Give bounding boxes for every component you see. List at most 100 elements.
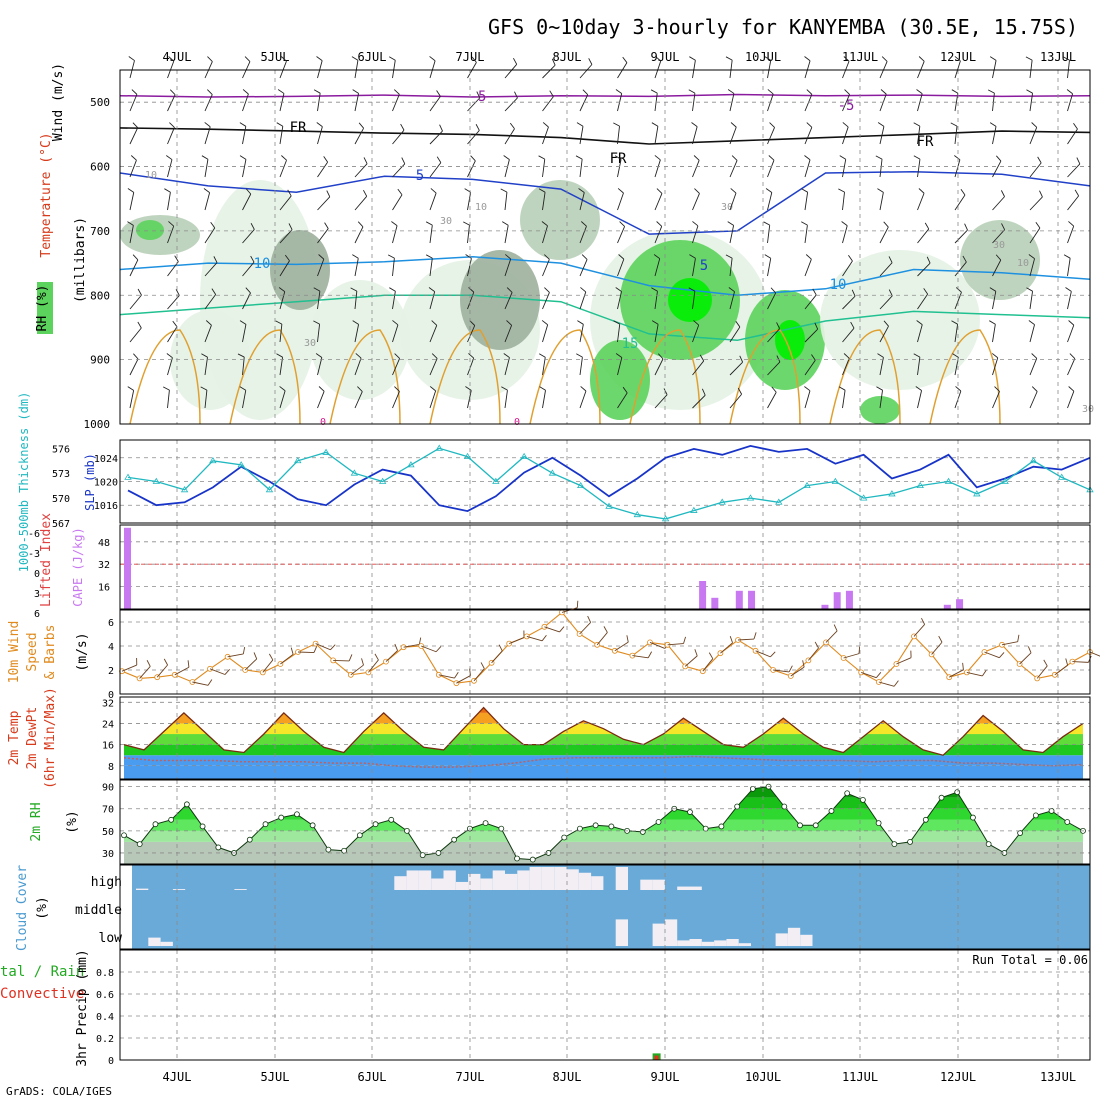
thickness-marker [859,494,868,501]
upper-wind-barb-flag [463,221,470,226]
upper-wind-barb [392,358,401,376]
upper-wind-barb [317,196,331,211]
upper-wind-barb-flag [767,89,774,95]
pressure-tick: 600 [90,161,110,174]
wind10-barb-flag [802,660,805,668]
wind10-barb [649,641,665,649]
thickness-marker [605,502,613,509]
upper-wind-barb-flag [164,188,171,193]
rh2m-point [922,816,929,823]
ylabel-convective: Convective [0,986,84,1002]
upper-wind-barb-flag [355,353,362,359]
upper-wind-barb [992,126,997,145]
upper-wind-barb [1029,391,1038,409]
rh2m-point [168,816,175,823]
cape-bar [699,581,707,609]
thickness-marker [690,506,698,513]
cloud-high-bar [652,879,665,890]
upper-wind-barb [204,390,208,409]
upper-wind-barb [692,291,696,310]
run-total-label: Run Total = 0.06 [972,953,1088,967]
upper-wind-barb-flag [358,122,364,129]
rh2m-point [451,836,458,843]
li-tick: -6 [28,529,40,540]
upper-wind-barb-flag [654,155,661,161]
upper-wind-barb-flag [730,188,737,194]
contour-label: FR [917,134,934,150]
upper-wind-barb-flag [918,56,925,62]
upper-wind-barb [767,160,775,178]
upper-wind-barb-flag [881,56,888,62]
upper-wind-barb [842,358,850,376]
upper-wind-barb-flag [843,353,850,359]
upper-wind-barb-flag [1066,89,1073,95]
wind10-tick: 4 [108,642,114,653]
upper-wind-barb-flag [544,287,550,293]
wind10-barb [667,643,684,646]
upper-wind-barb-flag [850,321,855,329]
upper-wind-barb [204,262,218,277]
contour-label: 10 [1017,258,1029,269]
upper-wind-barb-flag [814,322,819,330]
wind10-barb [456,675,471,684]
cloud-high-bar [615,867,628,890]
upper-wind-barb-flag [500,188,508,193]
thickness-marker [435,444,443,451]
temp-band [124,712,1083,724]
upper-wind-barb [992,324,996,343]
wind10-barb [174,666,190,676]
bottom-date-label: 4JUL [163,1070,192,1084]
upper-wind-barb [129,259,139,277]
temp2m-tick: 32 [102,698,114,709]
upper-wind-barb-flag [924,222,930,230]
rh-region [820,250,980,390]
rh2m-point [183,801,190,808]
upper-wind-barb [317,291,321,310]
wind10-barb [544,626,560,633]
temp2m-tick: 8 [108,762,114,773]
upper-wind-barb-flag [801,221,808,226]
rh2m-point [278,814,285,821]
rh2m-tick: 70 [102,805,114,816]
wind10-barb-flag [875,672,882,678]
upper-wind-barb [767,392,777,409]
contour-label: 5 [416,168,424,184]
upper-wind-barb-flag [804,386,811,392]
wind10-barb [209,668,226,675]
upper-wind-barb [692,60,696,79]
pressure-tick: 1000 [84,418,111,431]
upper-wind-barb-flag [275,320,283,325]
upper-wind-barb-flag [776,355,781,363]
upper-wind-barb [129,160,137,178]
cloud-high-bar [455,881,469,890]
wind10-barb-flag [708,652,714,659]
upper-wind-barb [842,295,856,310]
chart-title: GFS 0~10day 3-hourly for KANYEMBA (30.5E… [488,15,1078,39]
wind10-barb [684,655,698,667]
upper-wind-barb-flag [650,89,658,94]
upper-wind-barb [804,192,809,211]
upper-wind-barb-flag [615,287,622,292]
wind10-barb [121,664,137,672]
upper-wind-barb [954,159,961,178]
upper-wind-barb-flag [765,188,773,193]
upper-wind-barb-flag [1028,320,1035,325]
upper-wind-barb [954,229,968,244]
upper-wind-barb-flag [812,288,817,296]
upper-wind-barb [1029,60,1033,79]
isotherm-20 [429,329,501,425]
upper-wind-barb [204,126,211,145]
bottom-date-label: 11JUL [842,1070,878,1084]
upper-wind-barb-flag [960,189,966,196]
upper-wind-barb [279,260,290,277]
cloud-low-bar [726,939,739,946]
upper-wind-barb-flag [877,353,884,358]
cloud-high-bar [492,870,505,890]
upper-wind-barb-flag [1063,254,1071,259]
rh2m-point [592,822,599,829]
wind10-barb [966,671,983,677]
upper-wind-barb-flag [843,56,850,62]
contour-label: 30 [993,240,1005,251]
upper-wind-barb-flag [250,255,255,263]
upper-wind-barb-flag [731,155,738,161]
